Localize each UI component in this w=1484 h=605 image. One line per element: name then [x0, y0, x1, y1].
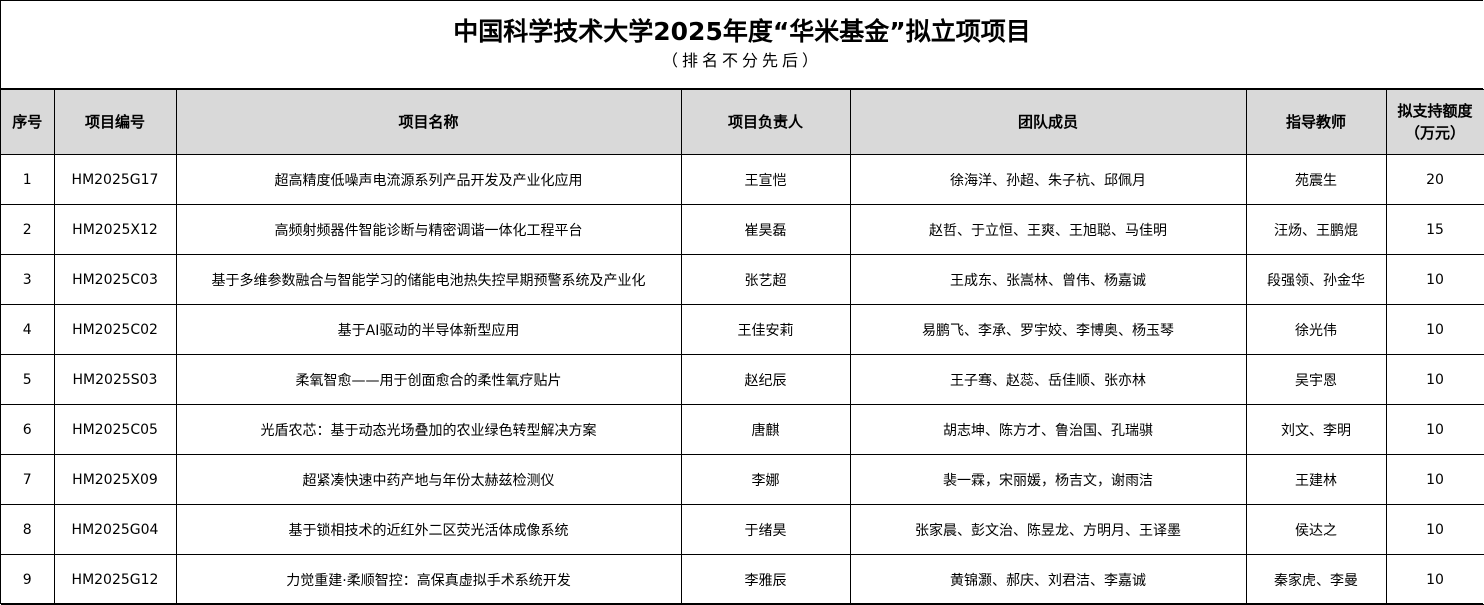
cell-members: 徐海洋、孙超、朱子杭、邱佩月 [849, 154, 1247, 205]
cell-project-name: 基于多维参数融合与智能学习的储能电池热失控早期预警系统及产业化 [175, 254, 682, 305]
cell-funding: 10 [1385, 554, 1484, 605]
table-row: 6 HM2025C05 光盾农芯：基于动态光场叠加的农业绿色转型解决方案 唐麒 胡志坤、… [1, 404, 1484, 455]
cell-index: 2 [1, 204, 55, 255]
cell-project-name: 超紧凑快速中药产地与年份太赫兹检测仪 [175, 454, 682, 505]
header-funding: 拟支持额度（万元） [1385, 89, 1484, 155]
cell-index: 3 [1, 254, 55, 305]
cell-funding: 10 [1385, 454, 1484, 505]
cell-funding: 10 [1385, 354, 1484, 405]
cell-leader: 李娜 [680, 454, 851, 505]
cell-leader: 于绪昊 [680, 504, 851, 555]
cell-project-id: HM2025X09 [53, 454, 177, 505]
cell-project-name: 力觉重建·柔顺智控：高保真虚拟手术系统开发 [175, 554, 682, 605]
cell-funding: 10 [1385, 304, 1484, 355]
cell-project-id: HM2025C05 [53, 404, 177, 455]
cell-project-id: HM2025G12 [53, 554, 177, 605]
cell-project-name: 柔氧智愈——用于创面愈合的柔性氧疗贴片 [175, 354, 682, 405]
cell-funding: 20 [1385, 154, 1484, 205]
table-row: 1 HM2025G17 超高精度低噪声电流源系列产品开发及产业化应用 王宣恺 徐海洋、孙… [1, 154, 1484, 205]
cell-advisor: 刘文、李明 [1245, 404, 1387, 455]
header-leader: 项目负责人 [680, 89, 851, 155]
page-subtitle: （排名不分先后） [661, 51, 822, 70]
header-row: 序号 项目编号 项目名称 项目负责人 团队成员 指导教师 拟支持额度（万元） [1, 89, 1484, 155]
cell-index: 7 [1, 454, 55, 505]
table-row: 7 HM2025X09 超紧凑快速中药产地与年份太赫兹检测仪 李娜 裴一霖，宋丽媛，杨吉… [1, 454, 1484, 505]
cell-funding: 10 [1385, 504, 1484, 555]
cell-leader: 王佳安莉 [680, 304, 851, 355]
header-advisor: 指导教师 [1245, 89, 1387, 155]
table-row: 5 HM2025S03 柔氧智愈——用于创面愈合的柔性氧疗贴片 赵纪辰 王子骞、赵蕊、岳… [1, 354, 1484, 405]
table-row: 3 HM2025C03 基于多维参数融合与智能学习的储能电池热失控早期预警系统及产业… [1, 254, 1484, 305]
cell-members: 胡志坤、陈方才、鲁治国、孔瑞骐 [849, 404, 1247, 455]
cell-index: 5 [1, 354, 55, 405]
cell-funding: 10 [1385, 404, 1484, 455]
title-block: 中国科学技术大学2025年度“华米基金”拟立项项目 （排名不分先后） [1, 1, 1483, 89]
cell-index: 1 [1, 154, 55, 205]
cell-members: 王成东、张嵩林、曾伟、杨嘉诚 [849, 254, 1247, 305]
cell-project-name: 光盾农芯：基于动态光场叠加的农业绿色转型解决方案 [175, 404, 682, 455]
cell-project-name: 基于锁相技术的近红外二区荧光活体成像系统 [175, 504, 682, 555]
cell-project-id: HM2025G04 [53, 504, 177, 555]
cell-members: 王子骞、赵蕊、岳佳顺、张亦林 [849, 354, 1247, 405]
cell-members: 张家晨、彭文治、陈昱龙、方明月、王译墨 [849, 504, 1247, 555]
cell-project-id: HM2025G17 [53, 154, 177, 205]
cell-project-name: 高频射频器件智能诊断与精密调谐一体化工程平台 [175, 204, 682, 255]
table-row: 4 HM2025C02 基于AI驱动的半导体新型应用 王佳安莉 易鹏飞、李承、罗宇姣、李… [1, 304, 1484, 355]
cell-leader: 唐麒 [680, 404, 851, 455]
header-project-id: 项目编号 [53, 89, 177, 155]
cell-advisor: 段强领、孙金华 [1245, 254, 1387, 305]
header-members: 团队成员 [849, 89, 1247, 155]
cell-project-id: HM2025C03 [53, 254, 177, 305]
cell-index: 9 [1, 554, 55, 605]
cell-members: 易鹏飞、李承、罗宇姣、李博奥、杨玉琴 [849, 304, 1247, 355]
table-row: 8 HM2025G04 基于锁相技术的近红外二区荧光活体成像系统 于绪昊 张家晨、彭文治… [1, 504, 1484, 555]
project-table: 序号 项目编号 项目名称 项目负责人 团队成员 指导教师 拟支持额度（万元） 1… [1, 89, 1484, 605]
cell-leader: 王宣恺 [680, 154, 851, 205]
cell-advisor: 徐光伟 [1245, 304, 1387, 355]
cell-advisor: 吴宇恩 [1245, 354, 1387, 405]
cell-advisor: 苑震生 [1245, 154, 1387, 205]
cell-advisor: 秦家虎、李曼 [1245, 554, 1387, 605]
cell-leader: 张艺超 [680, 254, 851, 305]
cell-project-id: HM2025X12 [53, 204, 177, 255]
cell-project-id: HM2025C02 [53, 304, 177, 355]
cell-advisor: 王建林 [1245, 454, 1387, 505]
header-index: 序号 [1, 89, 55, 155]
cell-leader: 崔昊磊 [680, 204, 851, 255]
cell-funding: 15 [1385, 204, 1484, 255]
table-row: 9 HM2025G12 力觉重建·柔顺智控：高保真虚拟手术系统开发 李雅辰 黄锦灏、郝庆… [1, 554, 1484, 605]
cell-advisor: 侯达之 [1245, 504, 1387, 555]
cell-leader: 赵纪辰 [680, 354, 851, 405]
cell-project-name: 基于AI驱动的半导体新型应用 [175, 304, 682, 355]
table-row: 2 HM2025X12 高频射频器件智能诊断与精密调谐一体化工程平台 崔昊磊 赵哲、于立… [1, 204, 1484, 255]
cell-advisor: 汪炀、王鹏焜 [1245, 204, 1387, 255]
header-project-name: 项目名称 [175, 89, 682, 155]
cell-index: 6 [1, 404, 55, 455]
cell-project-id: HM2025S03 [53, 354, 177, 405]
cell-index: 4 [1, 304, 55, 355]
cell-leader: 李雅辰 [680, 554, 851, 605]
cell-index: 8 [1, 504, 55, 555]
page-title: 中国科学技术大学2025年度“华米基金”拟立项项目 [453, 17, 1031, 46]
cell-project-name: 超高精度低噪声电流源系列产品开发及产业化应用 [175, 154, 682, 205]
cell-members: 赵哲、于立恒、王爽、王旭聪、马佳明 [849, 204, 1247, 255]
cell-funding: 10 [1385, 254, 1484, 305]
cell-members: 黄锦灏、郝庆、刘君洁、李嘉诚 [849, 554, 1247, 605]
cell-members: 裴一霖，宋丽媛，杨吉文，谢雨洁 [849, 454, 1247, 505]
